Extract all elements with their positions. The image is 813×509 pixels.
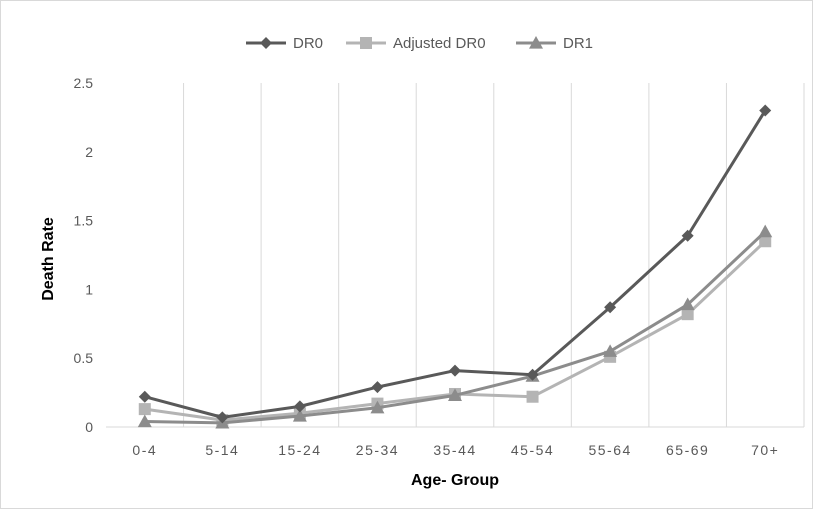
legend-item: DR1	[516, 35, 593, 52]
y-tick-label: 1	[85, 281, 93, 297]
data-point	[293, 400, 306, 413]
legend-label: Adjusted DR0	[393, 35, 486, 52]
legend-item: DR0	[246, 35, 323, 52]
data-point	[370, 400, 385, 414]
data-point	[759, 104, 772, 117]
data-point	[526, 390, 539, 403]
x-tick-label: 0-4	[132, 442, 157, 458]
data-point	[681, 229, 694, 242]
x-tick-label: 45-54	[511, 442, 554, 458]
legend: DR0 Adjusted DR0 DR1	[246, 35, 593, 52]
data-point	[759, 235, 772, 248]
data-point	[603, 344, 618, 357]
legend-marker	[260, 37, 272, 49]
data-point	[758, 224, 773, 238]
y-tick-label: 2.5	[74, 75, 94, 91]
data-point	[137, 414, 152, 428]
y-axis-title: Death Rate	[40, 217, 57, 301]
data-point	[448, 388, 462, 401]
series-layer	[137, 104, 773, 429]
x-axis-title: Age- Group	[411, 472, 499, 489]
legend-marker	[529, 36, 543, 49]
y-tick-label: 2	[85, 144, 93, 160]
data-point	[292, 408, 307, 422]
data-point	[138, 403, 151, 416]
data-point	[449, 364, 461, 377]
data-point	[680, 297, 695, 311]
x-tick-label: 65-69	[666, 442, 709, 458]
x-tick-label: 70+	[751, 442, 779, 458]
legend-marker	[360, 37, 372, 49]
series-dr1	[137, 224, 773, 429]
y-tick-label: 1.5	[74, 213, 94, 229]
x-tick-label: 55-64	[588, 442, 631, 458]
x-tick-label: 15-24	[278, 442, 321, 458]
x-tick-label: 25-34	[356, 442, 399, 458]
y-tick-label: 0	[85, 419, 93, 435]
data-point	[216, 411, 229, 424]
x-tick-label: 5-14	[205, 442, 239, 458]
data-point	[526, 368, 539, 381]
legend-item: Adjusted DR0	[346, 35, 486, 52]
y-tick-label: 0.5	[74, 350, 94, 366]
data-point	[604, 301, 617, 314]
data-point	[681, 308, 694, 321]
tick-labels: 0 0.5 1 1.5 2 2.5 0-4 5-14 15-24 25-34 35-44 45-54 5…	[74, 75, 779, 458]
x-tick-label: 35-44	[433, 442, 476, 458]
grid-lines	[183, 83, 805, 427]
legend-label: DR0	[293, 35, 323, 52]
data-point	[371, 381, 384, 394]
series-dr0	[138, 104, 772, 424]
legend-label: DR1	[563, 35, 593, 52]
data-point	[138, 390, 151, 403]
